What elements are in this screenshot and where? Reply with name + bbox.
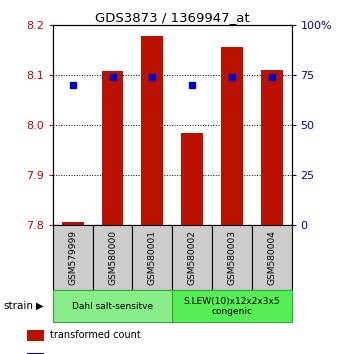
Bar: [93, 225, 132, 290]
Bar: [132, 225, 172, 290]
Bar: [172, 225, 212, 290]
Bar: [27, 353, 44, 354]
Bar: [252, 225, 292, 290]
Bar: [62, 222, 84, 225]
Text: transformed count: transformed count: [50, 330, 140, 341]
Bar: [142, 36, 163, 225]
Text: GSM580002: GSM580002: [188, 230, 197, 285]
Title: GDS3873 / 1369947_at: GDS3873 / 1369947_at: [95, 11, 250, 24]
Text: Dahl salt-sensitve: Dahl salt-sensitve: [72, 302, 153, 311]
Bar: [172, 290, 292, 322]
Bar: [221, 47, 243, 225]
Text: GSM580003: GSM580003: [227, 230, 236, 285]
Text: ▶: ▶: [36, 301, 43, 311]
Bar: [102, 71, 123, 225]
Bar: [181, 133, 203, 225]
Text: strain: strain: [3, 301, 33, 311]
Text: GSM580001: GSM580001: [148, 230, 157, 285]
Bar: [261, 70, 283, 225]
Bar: [27, 330, 44, 341]
Text: S.LEW(10)x12x2x3x5
congenic: S.LEW(10)x12x2x3x5 congenic: [183, 297, 280, 316]
Bar: [53, 290, 172, 322]
Text: GSM580004: GSM580004: [267, 230, 276, 285]
Text: GSM580000: GSM580000: [108, 230, 117, 285]
Text: GSM579999: GSM579999: [68, 230, 77, 285]
Bar: [53, 225, 93, 290]
Bar: [212, 225, 252, 290]
